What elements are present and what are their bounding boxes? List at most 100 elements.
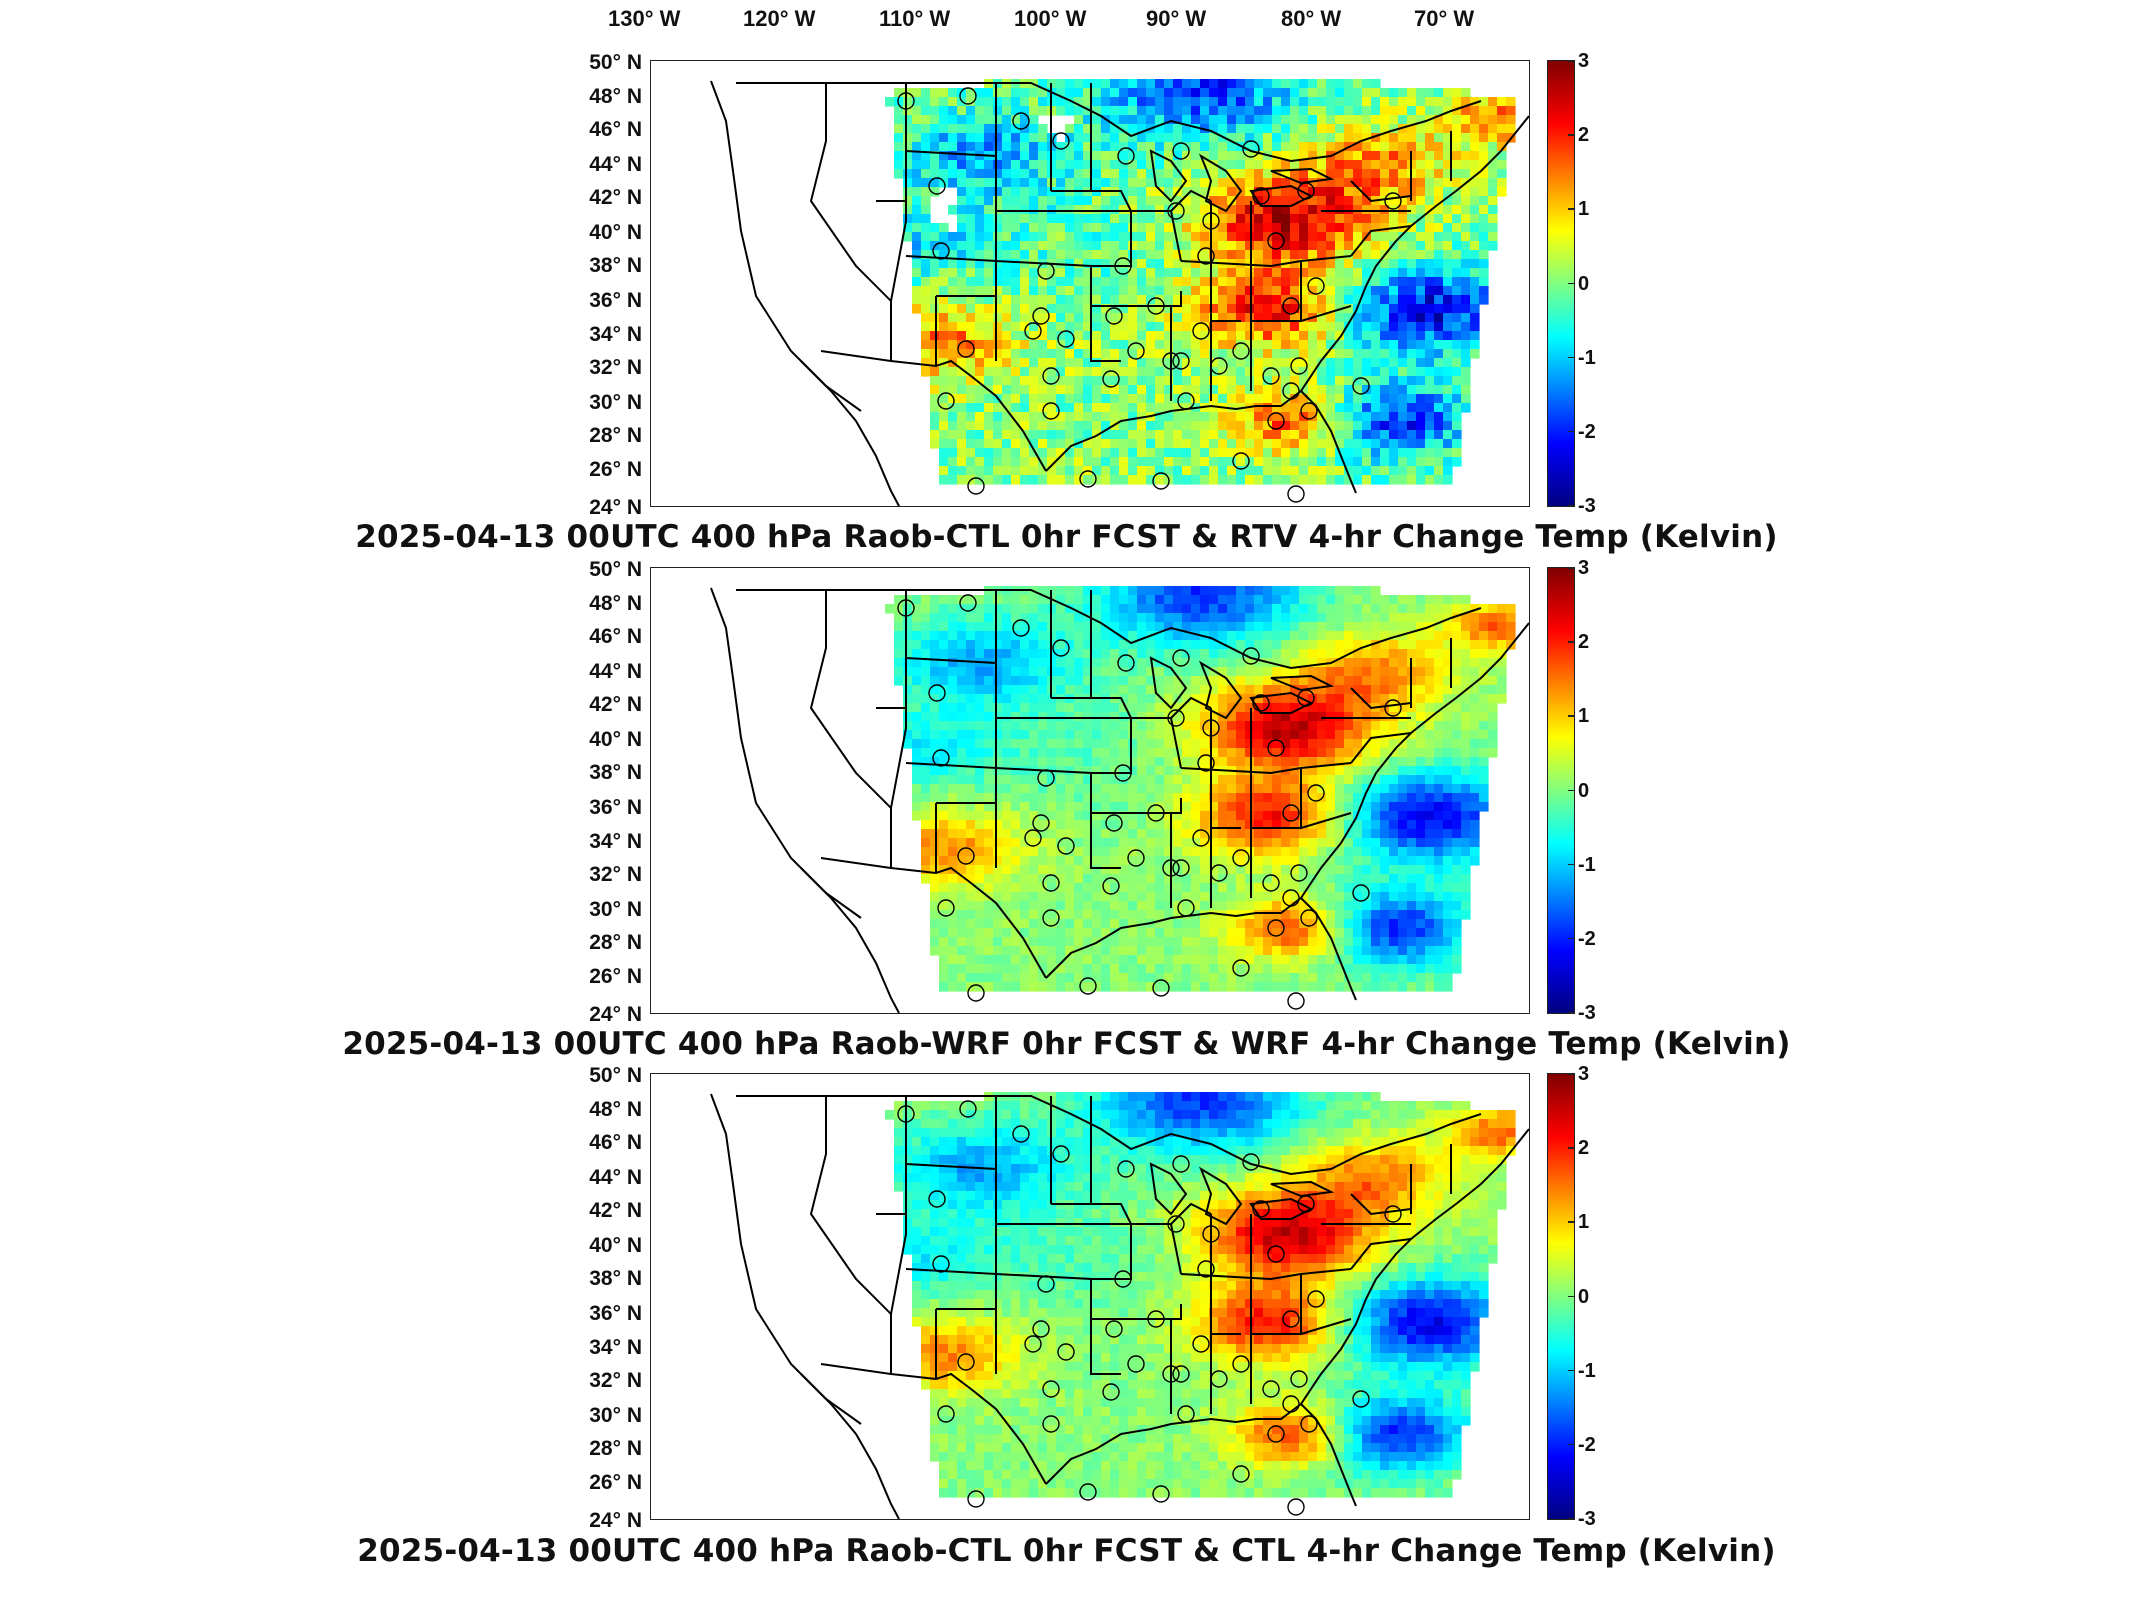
raob-station-marker [1012,619,1030,637]
raob-station-marker [1282,382,1300,400]
raob-station-marker [1232,1465,1250,1483]
raob-station-marker [1167,709,1185,727]
raob-station-marker [1177,1405,1195,1423]
raob-station-marker [928,177,946,195]
latitude-label: 30° N [589,897,642,921]
colorbar-tick-label: -3 [1578,1508,1596,1530]
raob-station-marker [1172,859,1190,877]
colorbar-tick-mark [1568,1147,1574,1149]
raob-station-marker [957,1353,975,1371]
raob-station-marker [1105,1320,1123,1338]
latitude-label: 28° N [589,931,642,955]
raob-station-marker [1042,1380,1060,1398]
raob-station-marker [1242,647,1260,665]
latitude-label: 26° N [589,964,642,988]
latitude-label: 32° N [589,863,642,887]
latitude-label: 32° N [589,356,642,380]
latitude-label: 34° N [589,322,642,346]
raob-station-marker [1177,392,1195,410]
raob-station-marker [1290,357,1308,375]
raob-station-marker [1262,367,1280,385]
colorbar-tick-mark [1568,1518,1574,1520]
raob-station-marker [937,1405,955,1423]
colorbar-tick-label: -3 [1578,495,1596,517]
colorbar-tick-label: -3 [1578,1002,1596,1024]
raob-station-marker [1192,1335,1210,1353]
longitude-label: 100° W [1014,6,1087,31]
raob-station-marker [897,92,915,110]
raob-station-marker [1052,639,1070,657]
raob-station-marker [1197,1260,1215,1278]
raob-station-marker [1167,202,1185,220]
raob-station-marker [1127,1355,1145,1373]
latitude-label: 50° N [589,1064,642,1087]
raob-station-marker [897,1105,915,1123]
colorbar-tick-label: 3 [1578,557,1590,579]
latitude-label: 46° N [589,1131,642,1155]
latitude-label: 36° N [589,1302,642,1326]
latitude-label: 38° N [589,254,642,278]
latitude-label: 38° N [589,761,642,785]
raob-station-marker [1300,909,1318,927]
latitude-label: 50° N [589,51,642,74]
raob-station-marker [932,242,950,260]
longitude-label: 120° W [743,6,816,31]
raob-station-marker [1267,412,1285,430]
raob-station-marker [1042,367,1060,385]
colorbar-tick-mark [1568,567,1574,569]
raob-station-marker [937,899,955,917]
latitude-label: 40° N [589,220,642,244]
latitude-label: 28° N [589,1437,642,1461]
raob-station-marker [957,340,975,358]
raob-station-marker [1105,307,1123,325]
raob-station-marker [1210,1370,1228,1388]
raob-station-marker [928,1190,946,1208]
colorbar-tick-label: 2 [1578,1137,1590,1160]
map-graphic [710,586,1529,1013]
raob-station-marker [1307,277,1325,295]
raob-station-marker [1079,1483,1097,1501]
raob-station-marker [1252,1200,1270,1218]
latitude-label: 30° N [589,390,642,414]
raob-station-marker [1307,784,1325,802]
colorbar-tick-mark [1568,282,1574,284]
raob-station-marker [1262,874,1280,892]
latitude-label: 24° N [589,1003,642,1026]
colorbar-tick-mark [1568,1369,1574,1372]
coastline-and-borders [710,587,1529,1013]
latitude-label: 24° N [589,496,642,519]
raob-station-marker [1102,370,1120,388]
raob-station-marker [1267,232,1285,250]
raob-station-marker [1024,1335,1042,1353]
colorbar-tick-label: -2 [1578,420,1596,443]
latitude-label: 42° N [589,693,642,717]
panel-title: 2025-04-13 00UTC 400 hPa Raob-CTL 0hr FC… [357,1533,1776,1569]
latitude-label: 36° N [589,796,642,820]
raob-station-marker [1162,352,1180,370]
colorbar-tick-mark [1568,715,1574,717]
raob-station-marker [967,1490,985,1508]
raob-station-marker [1384,699,1402,717]
raob-station-marker [1210,357,1228,375]
colorbar-tick-mark [1568,641,1574,643]
raob-station-marker [1162,859,1180,877]
panel-title: 2025-04-13 00UTC 400 hPa Raob-WRF 0hr FC… [342,1026,1791,1062]
raob-station-marker [1197,247,1215,265]
raob-station-marker [1232,452,1250,470]
raob-station-marker [1057,1343,1075,1361]
panel-title: 2025-04-13 00UTC 400 hPa Raob-CTL 0hr FC… [355,519,1778,555]
raob-station-marker [1024,322,1042,340]
raob-station-marker [1384,192,1402,210]
colorbar-tick-mark [1568,789,1574,791]
temperature-field [885,586,1516,992]
latitude-label: 50° N [589,558,642,581]
latitude-label: 44° N [589,1165,642,1189]
latitude-label: 32° N [589,1369,642,1393]
raob-station-marker [1177,899,1195,917]
colorbar-tick-label: -1 [1578,1359,1596,1382]
raob-stations [897,1100,1402,1516]
raob-station-marker [1282,1395,1300,1413]
raob-station-marker [1042,874,1060,892]
temperature-map [650,567,1530,1014]
colorbar-tick-label: 2 [1578,124,1590,147]
